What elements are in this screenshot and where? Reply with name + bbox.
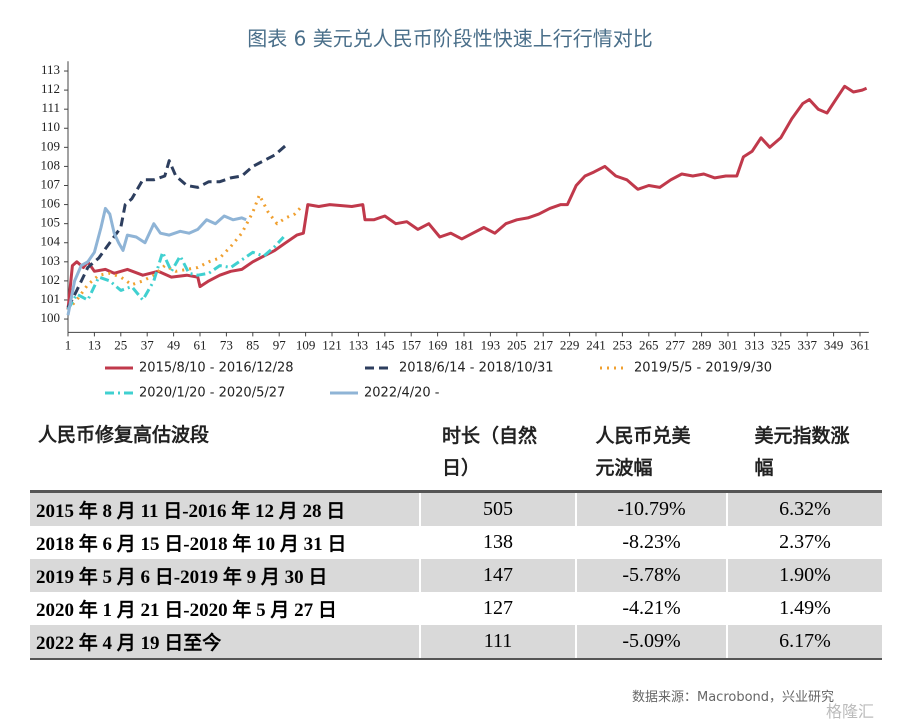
y-tick-label: 112 [41, 81, 60, 96]
table-row: 2015 年 8 月 11 日-2016 年 12 月 28 日 505 -10.7… [30, 490, 882, 526]
table-cell: -5.78% [575, 559, 727, 592]
table-cell: 6.32% [726, 490, 882, 526]
legend-label: 2020/1/20 - 2020/5/27 [139, 386, 285, 401]
x-tick-label: 61 [194, 337, 207, 352]
x-tick-label: 205 [507, 337, 527, 352]
watermark: 格隆汇 [826, 702, 875, 721]
x-tick-label: 109 [296, 337, 316, 352]
table-cell: 2018 年 6 月 15 日-2018 年 10 月 31 日 [36, 534, 347, 555]
x-tick-label: 157 [401, 337, 421, 352]
x-tick-label: 337 [797, 337, 817, 352]
x-tick-label: 37 [141, 337, 155, 352]
series-line [66, 84, 868, 310]
x-tick-label: 1 [65, 337, 72, 352]
x-tick-label: 145 [375, 337, 395, 352]
y-tick-label: 103 [41, 253, 61, 268]
table-header: 美元指数涨幅 [727, 416, 882, 492]
x-tick-label: 193 [481, 337, 501, 352]
header-text: 时长（自然日） [442, 425, 538, 479]
table-cell: -10.79% [575, 490, 727, 526]
x-tick-label: 121 [322, 337, 342, 352]
header-text: 美元指数涨幅 [754, 425, 850, 479]
table-cell: 127 [419, 592, 576, 625]
table-cell: 2019 年 5 月 6 日-2019 年 9 月 30 日 [30, 559, 420, 592]
x-tick-label: 181 [454, 337, 474, 352]
y-tick-label: 104 [41, 234, 61, 249]
chart: 图表 6 美元兑人民币阶段性快速上行行情对比 100 101 102 103 104 10… [41, 27, 870, 401]
y-tick-label: 101 [41, 291, 61, 306]
table-cell: 111 [419, 625, 576, 660]
legend-label: 2018/6/14 - 2018/10/31 [399, 361, 554, 376]
table-cell: 2015 年 8 月 11 日-2016 年 12 月 28 日 [30, 490, 420, 526]
x-tick-label: 97 [273, 337, 287, 352]
table-cell: 1.49% [726, 592, 882, 625]
table-cell: 2020 年 1 月 21 日-2020 年 5 月 27 日 [36, 600, 337, 621]
x-tick-label: 25 [114, 337, 127, 352]
x-tick-label: 13 [88, 337, 101, 352]
table-row: 2020 年 1 月 21 日-2020 年 5 月 27 日 127 -4.21%… [30, 592, 882, 625]
table-row: 2022 年 4 月 19 日至今 111 -5.09% 6.17% [30, 625, 882, 660]
table-cell: -8.23% [575, 526, 727, 559]
x-tick-label: 229 [560, 337, 580, 352]
table-cell: 2.37% [726, 526, 882, 559]
y-tick-label: 100 [41, 310, 61, 325]
x-tick-label: 325 [771, 337, 791, 352]
table-body: 2015 年 8 月 11 日-2016 年 12 月 28 日 505 -10.7… [30, 490, 882, 660]
table-header: 人民币修复高估波段 [38, 424, 210, 446]
x-tick-label: 361 [850, 337, 870, 352]
x-tick-label: 349 [824, 337, 844, 352]
series-line [66, 235, 285, 311]
header-text: 人民币兑美元波幅 [595, 425, 691, 479]
x-tick-label: 301 [718, 337, 738, 352]
y-tick-label: 107 [41, 176, 61, 191]
table-cell: 147 [419, 559, 576, 592]
legend-label: 2015/8/10 - 2016/12/28 [139, 361, 294, 376]
y-tick-label: 110 [41, 119, 60, 134]
table-row: 2018 年 6 月 15 日-2018 年 10 月 31 日 138 -8.23… [30, 526, 882, 559]
x-tick-label: 49 [167, 337, 180, 352]
y-tick-label: 102 [41, 272, 61, 287]
table-cell: 505 [419, 490, 576, 526]
x-tick-label: 241 [586, 337, 606, 352]
x-tick-label: 265 [639, 337, 659, 352]
series-line [66, 206, 247, 316]
legend-label: 2022/4/20 - [364, 386, 440, 401]
chart-title: 图表 6 美元兑人民币阶段性快速上行行情对比 [247, 27, 652, 51]
x-tick-label: 277 [665, 337, 685, 352]
series-line [66, 144, 287, 309]
y-tick-label: 105 [41, 215, 61, 230]
y-tick-label: 111 [41, 100, 60, 115]
legend-label: 2019/5/5 - 2019/9/30 [634, 361, 772, 376]
table-header: 时长（自然日） [420, 416, 576, 492]
table-cell: 6.17% [726, 625, 882, 660]
y-tick-label: 106 [41, 196, 61, 211]
x-tick-label: 217 [533, 337, 553, 352]
y-tick-label: 113 [41, 62, 60, 77]
y-tick-label: 109 [41, 138, 61, 153]
x-tick-label: 85 [246, 337, 259, 352]
table-header: 人民币兑美元波幅 [576, 416, 727, 492]
x-tick-label: 133 [349, 337, 369, 352]
x-tick-label: 253 [613, 337, 633, 352]
table-cell: -4.21% [575, 592, 727, 625]
x-tick-label: 313 [745, 337, 765, 352]
table-row: 2019 年 5 月 6 日-2019 年 9 月 30 日 147 -5.78% 1… [30, 559, 882, 592]
y-tick-label: 108 [41, 157, 61, 172]
table-cell: 138 [419, 526, 576, 559]
table-cell: 1.90% [726, 559, 882, 592]
x-tick-label: 169 [428, 337, 448, 352]
x-tick-label: 73 [220, 337, 233, 352]
table-cell: 2022 年 4 月 19 日至今 [30, 625, 420, 660]
x-tick-label: 289 [692, 337, 712, 352]
data-table: 人民币修复高估波段 时长（自然日） 人民币兑美元波幅 美元指数涨幅 2015 年… [30, 416, 882, 660]
source-note: 数据来源：Macrobond，兴业研究 [632, 690, 835, 705]
table-cell: -5.09% [575, 625, 727, 660]
